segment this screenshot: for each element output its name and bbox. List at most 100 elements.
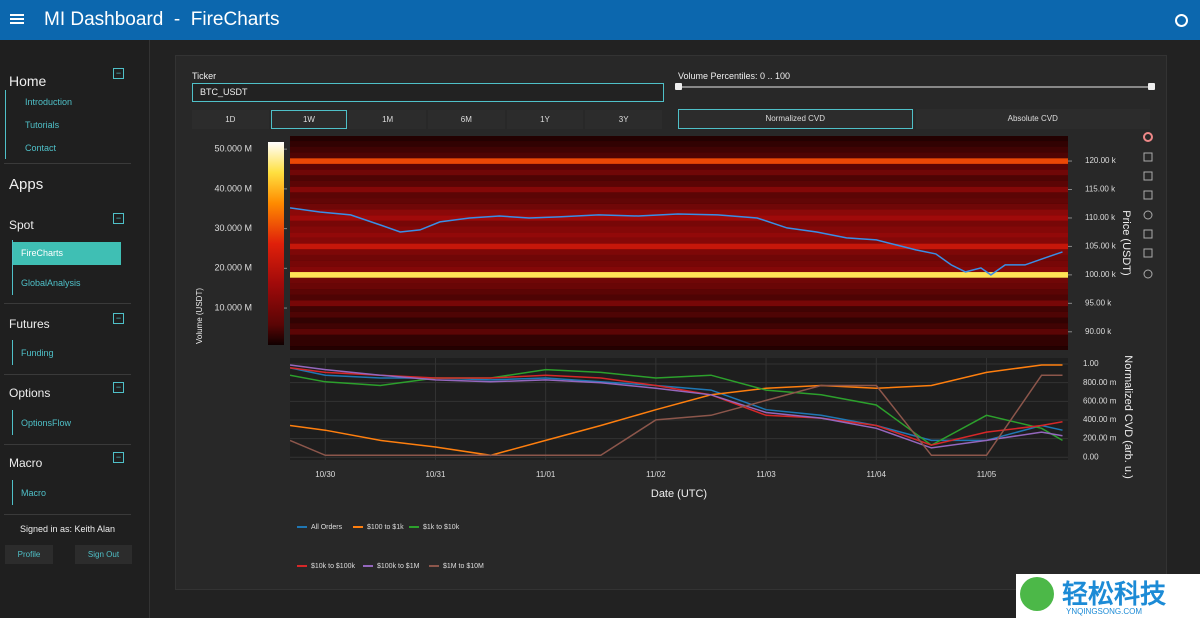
heatmap-band [290, 141, 1068, 147]
heatmap-band [290, 136, 1068, 142]
heatmap-band [290, 317, 1068, 324]
header: MI Dashboard - FireCharts [0, 0, 1200, 40]
heatmap-band [290, 260, 1068, 267]
y-axis-title: Price (USDT) [1120, 210, 1132, 275]
separator [4, 163, 131, 164]
x-tick-label: 11/05 [977, 470, 997, 479]
heatmap-band [290, 323, 1068, 329]
ticker-input[interactable]: BTC_USDT [192, 83, 664, 102]
nav-bar [12, 340, 13, 365]
range-button[interactable]: 1M [349, 110, 426, 129]
heatmap-band [290, 220, 1068, 227]
heatmap-band [290, 163, 1068, 170]
range-button[interactable]: 3Y [585, 110, 662, 129]
heatmap-band [290, 272, 1068, 278]
range-button[interactable]: 6M [428, 110, 505, 129]
sidebar: Home − Introduction Tutorials Contact Ap… [0, 40, 150, 618]
heatmap-band [290, 328, 1068, 335]
range-button[interactable]: 1D [192, 110, 269, 129]
cvd-line [290, 368, 1063, 446]
nav-link[interactable]: Contact [25, 143, 57, 153]
menu-button[interactable] [10, 12, 24, 26]
y-tick-label: 100.00 k [1085, 270, 1117, 279]
y-tick-label: 110.00 k [1085, 213, 1116, 222]
nav-link-active[interactable]: FireCharts [13, 242, 121, 265]
slider-handle[interactable] [1148, 83, 1155, 90]
nav-link[interactable]: Macro [21, 488, 47, 498]
slider-track [678, 86, 1152, 88]
heatmap-band [290, 209, 1068, 216]
nav-link[interactable]: Funding [21, 348, 54, 358]
header-title: MI Dashboard - FireCharts [44, 9, 280, 30]
nav-link[interactable]: Introduction [25, 97, 73, 107]
profile-button[interactable]: Profile [5, 545, 53, 564]
legend-label: $10k to $100k [311, 563, 355, 570]
cvd-buttons: Normalized CVD Absolute CVD [678, 109, 1151, 129]
colorbar [268, 142, 284, 345]
nav-link[interactable]: OptionsFlow [21, 418, 72, 428]
heatmap-band [290, 169, 1068, 176]
nav-bar [12, 480, 13, 505]
cvd-line [290, 374, 1063, 457]
heatmap-band [290, 237, 1068, 244]
price-line [290, 207, 1063, 276]
heatmap-band [290, 277, 1068, 284]
signed-in: Signed in as: Keith Alan [20, 524, 116, 534]
collapse-button[interactable]: − [113, 382, 124, 393]
heatmap-band [290, 232, 1068, 238]
range-button[interactable]: 1W [270, 110, 348, 129]
collapse-button[interactable]: − [113, 452, 124, 463]
heatmap-band [290, 300, 1068, 307]
nav-link[interactable]: GlobalAnalysis [21, 278, 81, 288]
range-button[interactable]: 1Y [506, 110, 584, 129]
slider-handle[interactable] [675, 83, 682, 90]
apps-title: Apps [9, 176, 44, 193]
legend-label: $1M to $10M [443, 563, 484, 570]
volume-label: Volume Percentiles: 0 .. 100 [678, 71, 791, 81]
heatmap-band [290, 152, 1068, 159]
nav-bar [12, 410, 13, 435]
cvd-line [290, 364, 1063, 449]
user-icon[interactable] [1175, 14, 1188, 27]
heatmap-band [290, 158, 1068, 164]
cvd-mode-button[interactable]: Normalized CVD [678, 109, 913, 129]
heatmap-band [290, 198, 1068, 204]
colorbar-tick-label: 10.000 M [214, 302, 252, 312]
x-axis-title: Date (UTC) [651, 488, 707, 500]
heatmap-band [290, 283, 1068, 290]
heatmap-band [290, 175, 1068, 181]
heatmap-band [290, 192, 1068, 199]
heatmap-band [290, 346, 1068, 350]
collapse-button[interactable]: − [113, 68, 124, 79]
signout-button[interactable]: Sign Out [75, 545, 132, 564]
heatmap [290, 136, 1068, 350]
x-tick-label: 11/03 [756, 470, 776, 479]
heatmap-band [290, 340, 1068, 347]
y-tick-label: 1.00 [1083, 359, 1099, 368]
y-tick-label: 120.00 k [1085, 156, 1117, 165]
legend-label: $1k to $10k [423, 524, 460, 531]
cvd-mode-button[interactable]: Absolute CVD [915, 109, 1150, 129]
section-title: Futures [9, 317, 50, 331]
y-tick-label: 95.00 k [1085, 298, 1112, 307]
heatmap-band [290, 249, 1068, 255]
nav-link[interactable]: Tutorials [25, 120, 60, 130]
ticker-label: Ticker [192, 71, 217, 81]
colorbar-tick-label: 20.000 M [214, 263, 252, 273]
colorbar-tick-label: 30.000 M [214, 223, 252, 233]
y-tick-label: 800.00 m [1083, 378, 1117, 387]
y-tick-label: 200.00 m [1083, 434, 1117, 443]
y-tick-label: 0.00 [1083, 452, 1099, 461]
heatmap-band [290, 311, 1068, 318]
heatmap-band [290, 294, 1068, 301]
range-buttons: 1D 1W 1M 6M 1Y 3Y [192, 110, 664, 129]
heatmap-band [290, 243, 1068, 250]
heatmap-band [290, 146, 1068, 153]
colorbar-title: Volume (USDT) [195, 288, 204, 344]
collapse-button[interactable]: − [113, 313, 124, 324]
heatmap-band [290, 186, 1068, 193]
x-tick-label: 11/01 [536, 470, 556, 479]
collapse-button[interactable]: − [113, 213, 124, 224]
